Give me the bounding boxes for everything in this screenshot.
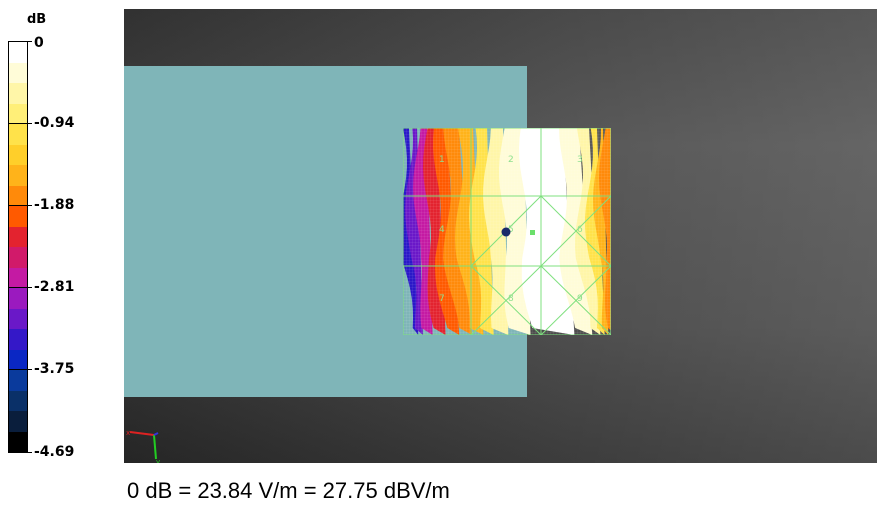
region-label: 7	[439, 294, 445, 304]
colorbar-tick-label: -0.94	[34, 115, 75, 131]
colorbar-segment	[9, 288, 27, 309]
colorbar-segment	[9, 370, 27, 391]
colorbar	[8, 41, 28, 453]
colorbar-tick	[8, 369, 32, 370]
colorbar-segment	[9, 124, 27, 145]
colorbar-segment	[9, 411, 27, 432]
colorbar-segment	[9, 431, 27, 452]
colorbar-segment	[9, 185, 27, 206]
colorbar-segment	[9, 62, 27, 83]
colorbar-tick	[8, 41, 32, 42]
region-label: 3	[577, 155, 583, 165]
region-label: 9	[577, 294, 583, 304]
colorbar-segment	[9, 206, 27, 227]
peak-marker	[501, 227, 511, 237]
region-boundary	[540, 195, 611, 267]
colorbar-segment	[9, 329, 27, 350]
field-scan-map: 1 2 3 4 5 6 7 8 9	[403, 128, 611, 335]
colorbar-segment	[9, 103, 27, 124]
probe-marker	[530, 230, 535, 235]
region-label: 4	[439, 225, 445, 235]
colorbar-tick-label: -1.88	[34, 197, 75, 213]
reference-level-caption: 0 dB = 23.84 V/m = 27.75 dBV/m	[127, 478, 450, 503]
colorbar-tick-label: -3.75	[34, 361, 75, 377]
axis-x-label: x	[126, 429, 130, 437]
colorbar-tick	[8, 452, 32, 453]
region-boundary	[470, 265, 542, 335]
colorbar-tick	[8, 123, 32, 124]
region-label: 1	[439, 155, 445, 165]
colorbar-tick	[8, 205, 32, 206]
colorbar-segment	[9, 42, 27, 63]
region-label: 5	[508, 225, 514, 235]
region-boundary	[540, 265, 611, 335]
colorbar-tick-label: -4.69	[34, 444, 75, 460]
colorbar-legend: dB 0 -0.94 -1.88 -2.81 -3.75 -4.69	[0, 0, 115, 470]
colorbar-segment	[9, 267, 27, 288]
3d-viewport[interactable]: 1 2 3 4 5 6 7 8 9 x y	[124, 9, 877, 463]
region-label: 2	[508, 155, 514, 165]
region-label: 6	[577, 225, 583, 235]
colorbar-tick-label: 0	[34, 35, 44, 51]
region-label: 8	[508, 294, 514, 304]
axis-y-label: y	[156, 458, 160, 463]
colorbar-segment	[9, 308, 27, 329]
colorbar-segment	[9, 144, 27, 165]
colorbar-segment	[9, 390, 27, 411]
axis-triad-icon: x y	[126, 429, 160, 463]
colorbar-tick	[8, 287, 32, 288]
colorbar-segment	[9, 83, 27, 104]
colorbar-unit: dB	[27, 12, 47, 27]
colorbar-segment	[9, 226, 27, 247]
colorbar-segment	[9, 247, 27, 268]
colorbar-segment	[9, 165, 27, 186]
colorbar-tick-label: -2.81	[34, 279, 75, 295]
colorbar-segment	[9, 349, 27, 370]
